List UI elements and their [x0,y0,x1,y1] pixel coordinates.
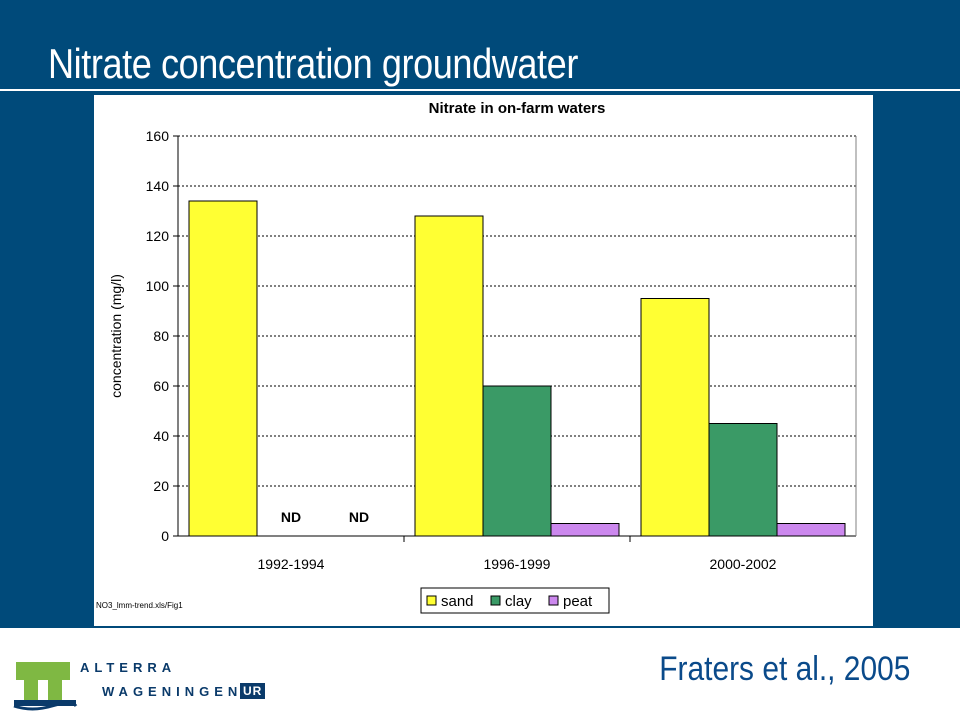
y-tick-label: 160 [146,128,170,144]
y-tick-label: 60 [153,378,169,394]
slide-title: Nitrate concentration groundwater [48,40,578,87]
bar-sand [640,298,710,537]
chart-source-note: NO3_lmm-trend.xls/Fig1 [96,601,183,610]
bar-clay [482,385,552,537]
legend-box [420,587,610,614]
alterra-emblem-icon [13,662,78,711]
legend-label-clay: clay [505,593,532,610]
alterra-logo: ALTERRA WAGENINGEN UR [12,656,282,712]
y-tick-label: 20 [153,478,169,494]
bar-chart: Nitrate in on-farm waters 0 20 40 60 80 100 120… [108,100,857,614]
legend-swatch-sand [426,595,437,606]
y-tick-label: 80 [153,328,169,344]
citation: Fraters et al., 2005 [658,650,910,688]
slide-header-area: Nitrate concentration groundwater Nitrat… [0,0,960,628]
bar-clay [708,423,778,537]
y-tick-label: 0 [161,528,169,544]
legend-label-peat: peat [563,593,593,610]
bar-peat [550,523,620,537]
nd-annotation: ND [281,509,301,525]
legend-swatch-peat [548,595,559,606]
logo-name: ALTERRA [80,660,177,675]
bar-sand [188,200,258,537]
legend-label-sand: sand [441,593,474,610]
logo-subtitle: WAGENINGEN [102,684,243,699]
title-divider [0,89,960,91]
y-tick-label: 40 [153,428,169,444]
y-axis-label: concentration (mg/l) [108,274,124,398]
bar-sand [414,215,484,537]
y-tick-label: 100 [146,278,170,294]
y-tick-label: 120 [146,228,170,244]
x-tick-label: 2000-2002 [710,556,777,572]
nd-annotation: ND [349,509,369,525]
legend-swatch-clay [490,595,501,606]
x-tick-label: 1996-1999 [484,556,551,572]
x-tick-label: 1992-1994 [258,556,325,572]
chart-title: Nitrate in on-farm waters [429,100,606,117]
bar-peat [776,523,846,537]
chart-panel: Nitrate in on-farm waters 0 20 40 60 80 100 120… [94,95,873,626]
slide-footer: ALTERRA WAGENINGEN UR Fraters et al., 20… [0,628,960,720]
logo-badge: UR [240,683,266,699]
y-tick-label: 140 [146,178,170,194]
